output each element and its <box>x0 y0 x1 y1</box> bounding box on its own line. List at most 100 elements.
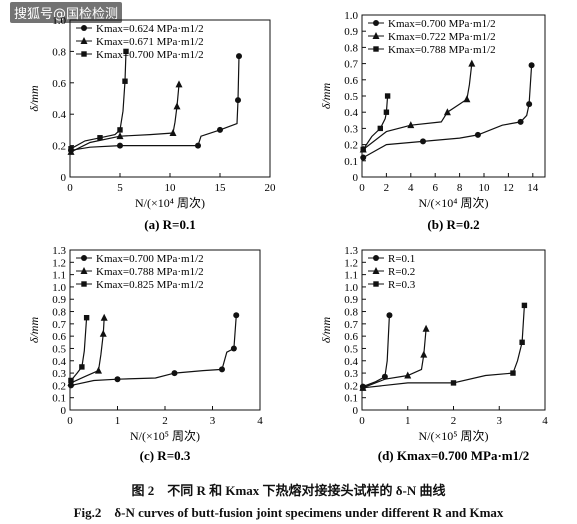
y-tick-label: 0.1 <box>52 393 66 405</box>
x-axis-label: N/(×10⁴ 周次) <box>419 196 489 210</box>
panel-label: (a) R=0.1 <box>144 217 195 232</box>
data-point-triangle <box>404 371 412 379</box>
x-tick-label: 6 <box>432 182 438 194</box>
y-tick-label: 0.1 <box>344 156 358 168</box>
y-tick-label: 0.5 <box>52 343 66 355</box>
x-tick-label: 2 <box>451 415 457 427</box>
y-axis-label: δ/mm <box>319 83 333 110</box>
y-tick-label: 0.3 <box>344 368 358 380</box>
data-point-square <box>519 339 525 346</box>
data-point-triangle <box>99 329 107 337</box>
panel-label: (d) Kmax=0.700 MPa·m1/2 <box>378 448 529 463</box>
x-tick-label: 0 <box>67 415 73 427</box>
y-tick-label: 0 <box>61 172 67 184</box>
data-point-circle <box>517 118 524 125</box>
series-line-2 <box>70 84 180 153</box>
y-tick-label: 0.3 <box>52 368 66 380</box>
data-point-square <box>97 135 103 141</box>
legend-marker-square <box>81 51 87 57</box>
y-tick-label: 0.2 <box>344 380 358 392</box>
data-point-square <box>83 314 90 321</box>
data-point-triangle <box>116 132 124 140</box>
chart-panel-3: 0 1 2 3 400.10.20.30.40.50.60.70.80.91.01.11… <box>27 245 263 463</box>
y-tick-label: 0.7 <box>344 319 358 331</box>
data-point-circle <box>381 373 388 380</box>
x-tick-label: 4 <box>542 415 548 427</box>
x-tick-label: 5 <box>117 182 123 194</box>
data-point-circle <box>195 142 201 149</box>
data-point-triangle <box>95 366 102 374</box>
data-point-square <box>377 125 383 132</box>
y-tick-label: 0.4 <box>52 109 66 121</box>
data-point-triangle <box>175 80 183 88</box>
x-axis-label: N/(×10⁴ 周次) <box>135 196 205 210</box>
legend-label: Kmax=0.700 MPa·m1/2 <box>96 253 204 265</box>
legend-label: Kmax=0.825 MPa·m1/2 <box>96 279 204 291</box>
y-axis-label: δ/mm <box>27 85 41 112</box>
watermark: 搜狐号@国检检测 <box>10 2 123 23</box>
data-point-square <box>360 385 366 391</box>
data-point-circle <box>171 370 178 377</box>
chart-panel-4: 0 1 2 3 400.10.20.30.40.50.60.70.80.91.01.11… <box>319 245 548 463</box>
y-tick-label: 0.2 <box>52 380 66 392</box>
data-point-triangle <box>468 59 476 67</box>
legend-marker-square <box>373 46 379 52</box>
data-point-triangle <box>420 350 428 358</box>
x-tick-label: 1 <box>115 415 121 427</box>
data-point-triangle <box>169 129 177 137</box>
x-tick-label: 12 <box>503 182 514 194</box>
data-point-square <box>68 146 74 152</box>
y-tick-label: 1.0 <box>52 282 66 294</box>
y-tick-label: 0.8 <box>344 307 358 319</box>
data-point-circle <box>235 97 241 104</box>
y-tick-label: 0.2 <box>52 141 66 153</box>
y-tick-label: 0.5 <box>344 91 358 103</box>
y-tick-label: 0 <box>353 405 359 417</box>
x-tick-label: 15 <box>215 182 227 194</box>
legend-marker-square <box>81 281 87 287</box>
x-tick-label: 0 <box>359 182 365 194</box>
data-point-square <box>123 48 129 55</box>
data-point-square <box>384 93 391 99</box>
data-point-circle <box>360 154 367 161</box>
figure-caption-cn: 图 2 不同 R 和 Kmax 下热熔对接接头试样的 δ-N 曲线 <box>131 483 446 498</box>
y-tick-label: 1.1 <box>344 270 358 282</box>
y-tick-label: 0.3 <box>344 123 358 135</box>
data-point-square <box>510 370 516 376</box>
y-tick-label: 0.4 <box>344 107 358 119</box>
y-tick-label: 0.1 <box>344 393 358 405</box>
legend-marker-triangle <box>372 32 380 39</box>
legend-marker-square <box>373 281 379 287</box>
x-tick-label: 3 <box>497 415 503 427</box>
panel-label: (c) R=0.3 <box>140 448 191 463</box>
legend-marker-circle <box>81 255 87 261</box>
legend-marker-triangle <box>80 267 88 274</box>
data-point-square <box>450 380 457 386</box>
series-line-3 <box>70 51 127 150</box>
x-axis-label: N/(×10⁵ 周次) <box>419 429 489 443</box>
x-axis-label: N/(×10⁵ 周次) <box>130 429 200 443</box>
y-tick-label: 0.8 <box>52 46 66 58</box>
x-tick-label: 2 <box>384 182 390 194</box>
series-line-2 <box>362 328 427 389</box>
x-tick-label: 20 <box>265 182 277 194</box>
y-tick-label: 0.6 <box>52 331 66 343</box>
series-line-3 <box>70 317 88 381</box>
data-point-triangle <box>443 108 451 116</box>
x-tick-label: 10 <box>165 182 177 194</box>
legend-label: Kmax=0.788 MPa·m1/2 <box>96 266 204 278</box>
chart-panel-2: 0 2 4 6 8 10 12 14 0 0.1 0.2 0.3 0.4 0.5 0.6 0.7 0.8 0.9 1… <box>319 10 546 232</box>
x-tick-label: 3 <box>210 415 216 427</box>
x-tick-label: 14 <box>527 182 539 194</box>
y-tick-label: 0.7 <box>344 59 358 71</box>
y-tick-label: 0.5 <box>344 343 358 355</box>
data-point-circle <box>236 53 242 60</box>
y-tick-label: 0.6 <box>344 331 358 343</box>
data-point-circle <box>233 312 240 319</box>
series-line-1 <box>70 56 240 151</box>
y-tick-label: 0.4 <box>344 356 358 368</box>
y-tick-label: 0.6 <box>52 78 66 90</box>
legend-label: Kmax=0.624 MPa·m1/2 <box>96 23 204 35</box>
x-tick-label: 4 <box>257 415 263 427</box>
data-point-square <box>68 377 74 384</box>
